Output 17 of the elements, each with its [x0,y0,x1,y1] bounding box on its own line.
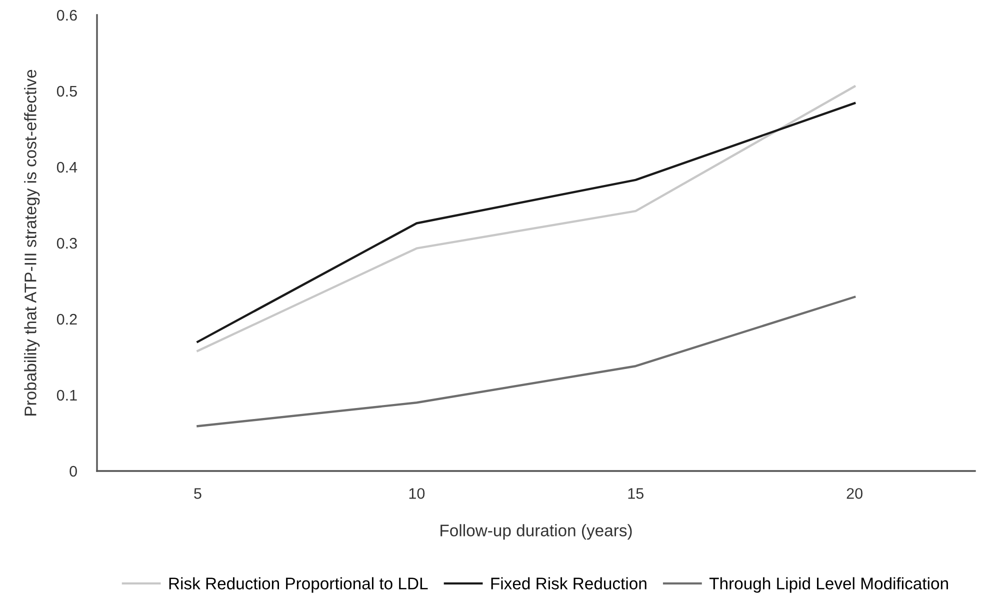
y-axis-title: Probability that ATP-III strategy is cost-effective [24,70,40,416]
y-tick-label: 0.4 [56,162,78,173]
y-tick-label: 0.1 [56,390,77,401]
y-tick-label: 0.5 [56,86,77,97]
x-tick-label: 10 [409,488,425,499]
line-series [196,296,856,428]
x-tick-label: 5 [194,488,202,499]
y-tick-label: 0 [70,466,77,477]
y-tick-label: 0.3 [56,238,77,249]
x-tick-label: 20 [846,488,862,499]
legend-label: Risk Reduction Proportional to LDL [169,577,428,593]
legend-label: Fixed Risk Reduction [491,577,646,590]
y-tick-label: 0.6 [56,10,77,21]
x-axis-title: Follow-up duration (years) [440,524,632,540]
legend-label: Through Lipid Level Modification [709,577,948,593]
x-tick-label: 15 [628,488,644,499]
y-tick-label: 0.2 [56,314,77,325]
